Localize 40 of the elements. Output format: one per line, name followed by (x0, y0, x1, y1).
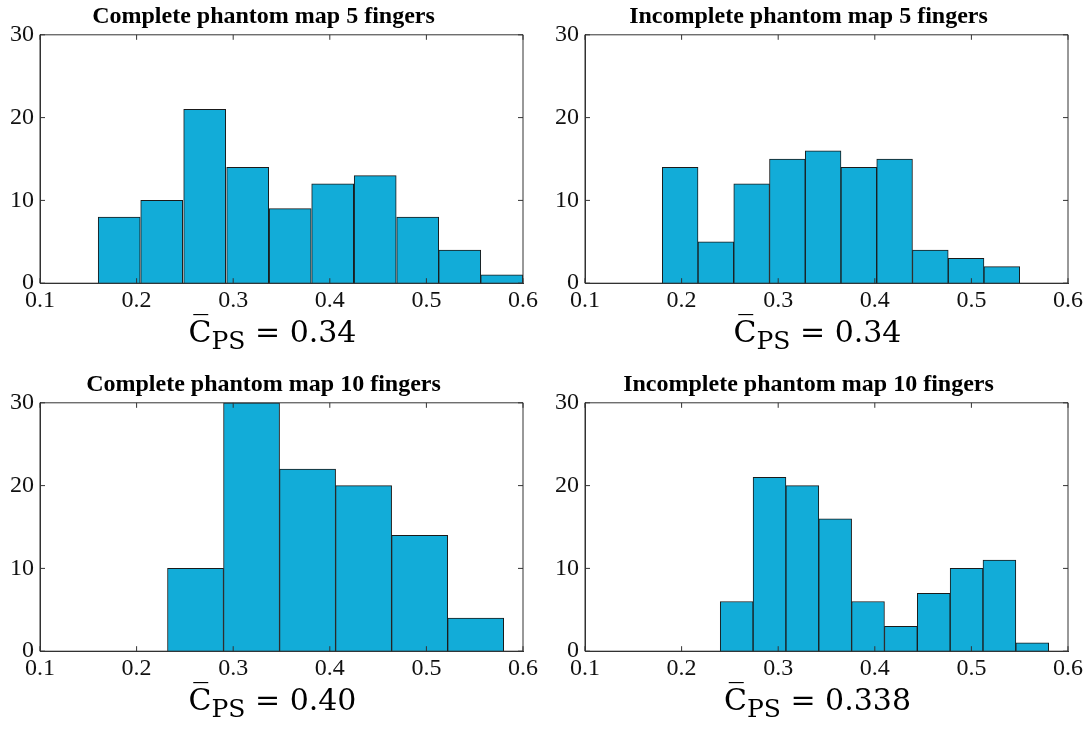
text: C̅$_{PS}$ = 0.40 (187, 682, 358, 725)
y-tick-label: 10 (555, 553, 579, 580)
y-tick-label: 10 (10, 553, 34, 580)
chart-title: Complete phantom map 10 fingers (86, 369, 441, 396)
x-tick-label: 0.6 (508, 653, 538, 680)
y-tick-label: 10 (10, 185, 34, 212)
y-tick-label: 20 (10, 102, 34, 129)
y-tick-label: 10 (555, 185, 579, 212)
x-tick-label: 0.3 (218, 285, 249, 312)
x-tick-label: 0.2 (121, 653, 152, 680)
x-tick-label: 0.4 (859, 653, 890, 680)
x-tick-label: 0.6 (1053, 653, 1083, 680)
x-tick-label: 0.2 (666, 285, 697, 312)
y-tick-label: 30 (555, 20, 579, 47)
y-tick-label: 30 (10, 388, 34, 415)
x-tick-label: 0.4 (859, 285, 890, 312)
chart-title: Incomplete phantom map 10 fingers (623, 369, 994, 396)
chart-title: Complete phantom map 5 fingers (92, 1, 435, 28)
x-tick-label: 0.4 (314, 285, 345, 312)
y-tick-label: 20 (555, 470, 579, 497)
text: C̅$_{PS}$ = 0.338 (723, 682, 912, 725)
x-tick-label: 0.3 (218, 653, 249, 680)
x-tick-label: 0.3 (763, 285, 794, 312)
x-tick-label: 0.2 (666, 653, 697, 680)
y-tick-label: 20 (10, 470, 34, 497)
x-tick-label: 0.6 (1053, 285, 1083, 312)
x-tick-label: 0.5 (956, 285, 987, 312)
y-tick-label: 30 (10, 20, 34, 47)
text: C̅$_{PS}$ = 0.34 (187, 314, 358, 357)
x-tick-label: 0.5 (411, 285, 442, 312)
x-tick-label: 0.4 (314, 653, 345, 680)
y-tick-label: 20 (555, 102, 579, 129)
x-tick-label: 0.5 (956, 653, 987, 680)
chart-title: Incomplete phantom map 5 fingers (629, 1, 988, 28)
x-tick-label: 0.5 (411, 653, 442, 680)
y-tick-label: 30 (555, 388, 579, 415)
text: C̅$_{PS}$ = 0.34 (732, 314, 903, 357)
x-tick-label: 0.2 (121, 285, 152, 312)
x-tick-label: 0.3 (763, 653, 794, 680)
x-tick-label: 0.6 (508, 285, 538, 312)
